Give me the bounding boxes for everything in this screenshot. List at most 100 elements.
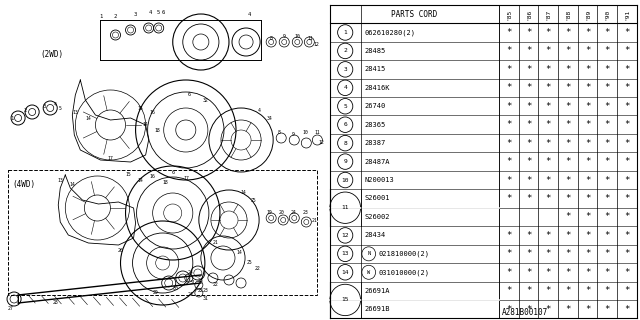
Text: 26: 26 [118,247,124,252]
Text: 031010000(2): 031010000(2) [378,269,429,276]
Text: 34: 34 [266,116,272,121]
Text: *: * [605,102,610,111]
Text: 1: 1 [10,116,13,121]
Text: *: * [585,46,590,55]
Text: 1: 1 [99,14,102,20]
Text: *: * [625,28,630,37]
Text: 30: 30 [173,285,179,291]
Text: *: * [545,231,551,240]
Text: *: * [605,28,610,37]
Text: 062610280(2): 062610280(2) [364,29,415,36]
Text: *: * [545,176,551,185]
Text: *: * [585,249,590,258]
Text: *: * [585,83,590,92]
Text: *: * [625,194,630,203]
Text: *: * [605,194,610,203]
Text: 26691A: 26691A [364,288,390,294]
Text: *: * [565,83,570,92]
Text: *: * [526,231,531,240]
Text: *: * [506,65,511,74]
Text: *: * [506,305,511,314]
Text: *: * [585,194,590,203]
Text: *: * [526,286,531,295]
Text: *: * [565,286,570,295]
Text: 8: 8 [269,36,273,41]
Bar [8,170,317,295]
Text: *: * [545,83,551,92]
Text: *: * [506,102,511,111]
Text: 10: 10 [303,131,308,135]
Text: *: * [605,249,610,258]
Text: *: * [506,176,511,185]
Text: *: * [506,231,511,240]
Text: *: * [545,65,551,74]
Text: *: * [565,28,570,37]
Text: 6: 6 [343,122,347,127]
Text: *: * [565,157,570,166]
Text: *: * [585,102,590,111]
Text: 13: 13 [342,251,349,256]
Text: *: * [625,231,630,240]
Text: 4: 4 [149,11,152,15]
Text: 17: 17 [108,156,113,161]
Text: *: * [506,286,511,295]
Text: *: * [625,102,630,111]
Text: *: * [605,176,610,185]
Text: A281B00107: A281B00107 [502,308,548,317]
Text: 28416K: 28416K [364,85,390,91]
Text: *: * [625,305,630,314]
Text: *: * [605,286,610,295]
Text: 4: 4 [54,102,57,108]
Text: *: * [526,176,531,185]
Text: *: * [605,83,610,92]
Text: *: * [506,157,511,166]
Text: *: * [625,212,630,221]
Text: 11: 11 [307,36,313,41]
Text: 15: 15 [125,172,131,178]
Text: '88: '88 [565,8,570,20]
Text: (4WD): (4WD) [12,180,35,189]
Text: *: * [565,249,570,258]
Text: *: * [545,268,551,277]
Text: 14: 14 [236,251,242,255]
Text: *: * [625,65,630,74]
Text: *: * [625,286,630,295]
Text: 23: 23 [198,277,204,283]
Text: *: * [526,46,531,55]
Text: *: * [585,212,590,221]
Text: 14: 14 [138,178,143,182]
Text: 28434: 28434 [364,232,385,238]
Text: 28387: 28387 [364,140,385,146]
Text: 2: 2 [114,14,117,20]
Text: 2: 2 [24,108,27,113]
Text: *: * [605,268,610,277]
Text: 21: 21 [213,241,219,245]
Text: *: * [506,28,511,37]
Text: 021810000(2): 021810000(2) [378,251,429,257]
Text: 26691B: 26691B [364,306,390,312]
Text: *: * [625,176,630,185]
Text: *: * [605,120,610,129]
Text: 22: 22 [254,266,260,270]
Text: N200013: N200013 [364,177,394,183]
Text: 6: 6 [188,92,190,98]
Text: 14: 14 [143,123,148,127]
Text: 24: 24 [291,210,296,214]
Text: *: * [545,28,551,37]
Text: '87: '87 [546,8,550,20]
Text: 13: 13 [58,178,63,182]
Text: *: * [585,139,590,148]
Text: *: * [526,83,531,92]
Text: 28365: 28365 [364,122,385,128]
Text: *: * [585,120,590,129]
Text: *: * [506,194,511,203]
Text: 20: 20 [278,211,284,215]
Text: 4: 4 [258,108,260,113]
Text: 26740: 26740 [364,103,385,109]
Text: *: * [565,176,570,185]
Text: *: * [565,46,570,55]
Text: *: * [585,268,590,277]
Text: 3: 3 [343,67,347,72]
Text: 12: 12 [319,140,324,146]
Text: 6: 6 [172,170,174,174]
